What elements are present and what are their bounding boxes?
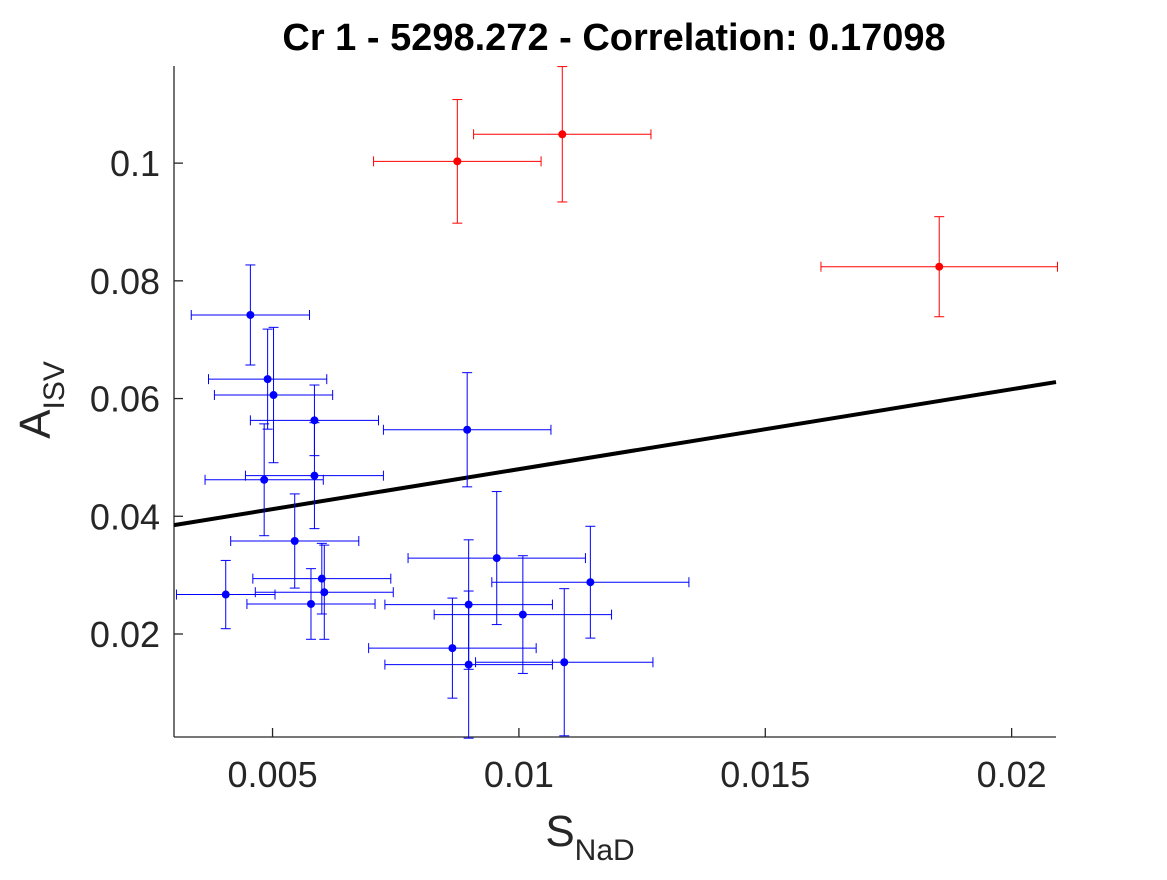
blue-data-point <box>269 391 278 400</box>
y-axis-label-main: A <box>11 409 60 439</box>
blue-data-point <box>306 599 315 608</box>
blue-data-point <box>310 471 319 480</box>
y-tick-label: 0.02 <box>90 614 160 655</box>
blue-data-point <box>263 375 272 384</box>
x-axis-label: SNaD <box>545 807 634 867</box>
blue-data-point <box>518 610 527 619</box>
y-axis-label: AISV <box>11 361 71 439</box>
red-data-point <box>453 157 462 166</box>
blue-data-point <box>260 475 269 484</box>
x-tick-label: 0.015 <box>720 754 810 795</box>
blue-data-point <box>290 536 299 545</box>
y-tick-label: 0.04 <box>90 496 160 537</box>
x-axis-label-sub: NaD <box>575 834 635 867</box>
y-tick-label: 0.06 <box>90 379 160 420</box>
x-tick-label: 0.005 <box>228 754 318 795</box>
y-tick-label: 0.08 <box>90 261 160 302</box>
blue-data-point <box>586 578 595 587</box>
chart-title: Cr 1 - 5298.272 - Correlation: 0.17098 <box>282 17 945 59</box>
blue-data-point <box>221 590 230 599</box>
red-data-point <box>558 130 567 139</box>
x-tick-label: 0.02 <box>977 754 1047 795</box>
x-axis-label-main: S <box>545 807 574 856</box>
y-axis-label-sub: ISV <box>38 361 71 409</box>
blue-data-point <box>464 660 473 669</box>
y-tick-label: 0.1 <box>110 143 160 184</box>
blue-data-point <box>492 554 501 563</box>
plot-area: 0.005 0.01 0.015 0.02 0.02 0.04 0.06 0.08 0.1 <box>90 66 1058 795</box>
red-data-point <box>935 262 944 271</box>
blue-data-point <box>463 425 472 434</box>
regression-line <box>173 380 1057 528</box>
blue-data-point <box>560 658 569 667</box>
blue-data-point <box>246 310 255 319</box>
blue-data-point <box>320 588 329 597</box>
x-tick-label: 0.01 <box>484 754 554 795</box>
blue-data-point <box>448 644 457 653</box>
